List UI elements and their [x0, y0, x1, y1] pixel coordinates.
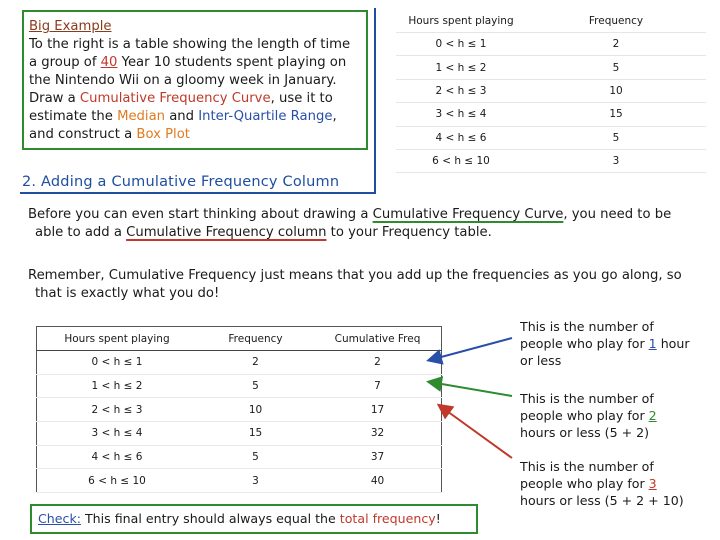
cf-cell-cumulative: 17 [314, 397, 442, 423]
intro-boxplot: Box Plot [136, 127, 190, 142]
intro-text-b: Year 10 students spent playing on the Ni… [29, 55, 347, 106]
note-sum: (5 + 2 + 10) [604, 493, 684, 508]
para1-text-a: Before you can even start thinking about… [28, 207, 373, 222]
cf-cell-frequency: 3 [197, 468, 314, 494]
intro-iqr: Inter-Quartile Range [198, 109, 333, 124]
cf-cell-frequency: 2 [197, 350, 314, 375]
cf-cell-cumulative: 2 [314, 350, 442, 375]
cell-hours: 2 < h ≤ 3 [396, 79, 526, 104]
cf-cell-frequency: 10 [197, 397, 314, 423]
cell-frequency: 15 [526, 102, 706, 127]
arrow-to-row-3 [436, 403, 513, 459]
header-hours: Hours spent playing [396, 10, 526, 33]
cf-cell-hours: 3 < h ≤ 4 [36, 421, 197, 446]
note-text: hours or less [520, 425, 605, 440]
intro-cf-curve: Cumulative Frequency Curve [79, 91, 271, 106]
note-sum: (5 + 2) [604, 425, 650, 440]
cell-hours: 6 < h ≤ 10 [396, 149, 526, 174]
cf-cell-hours: 0 < h ≤ 1 [36, 350, 197, 375]
note-text: hour or less [520, 336, 690, 368]
note-text: hours or less [520, 493, 605, 508]
check-box: Check: This final entry should always eq… [30, 504, 478, 534]
cf-cell-frequency: 5 [197, 445, 314, 470]
check-total: total frequency [339, 511, 436, 526]
table-row: 6 < h ≤ 10 3 [396, 149, 706, 174]
note-text: This is the number of people who play fo… [520, 391, 654, 423]
intro-text-c: , use it to estimate the [29, 91, 333, 124]
heading-divider [20, 192, 376, 194]
cf-header-cumulative: Cumulative Freq [314, 326, 442, 351]
cell-hours: 3 < h ≤ 4 [396, 102, 526, 127]
cell-hours: 1 < h ≤ 2 [396, 55, 526, 80]
cf-cell-hours: 6 < h ≤ 10 [36, 468, 197, 494]
para1-text-c: able to add a [35, 225, 127, 240]
arrow-to-row-2 [426, 376, 513, 397]
note-text: This is the number of people who play fo… [520, 319, 654, 351]
annotation-note: This is the number of people who play fo… [520, 390, 695, 441]
cell-frequency: 5 [526, 55, 706, 80]
table-row: 2 < h ≤ 3 10 17 [36, 397, 442, 423]
cf-cell-cumulative: 40 [314, 468, 442, 494]
para1-text-d: to your Frequency table. [326, 225, 492, 240]
table-row: 3 < h ≤ 4 15 [396, 102, 706, 127]
cell-frequency: 5 [526, 126, 706, 150]
cf-cell-hours: 2 < h ≤ 3 [36, 397, 197, 423]
para2-line2: that is exactly what you do! [35, 286, 220, 301]
cf-header-frequency: Frequency [197, 326, 314, 351]
para1-column: Cumulative Frequency column [126, 225, 327, 240]
cf-cell-frequency: 15 [197, 421, 314, 446]
cell-hours: 0 < h ≤ 1 [396, 32, 526, 57]
heading-divider-vertical [374, 8, 376, 194]
intro-box: Big Example To the right is a table show… [22, 10, 368, 150]
annotation-note: This is the number of people who play fo… [520, 458, 695, 509]
paragraph-remember: Remember, Cumulative Frequency just mean… [28, 267, 708, 303]
header-frequency: Frequency [526, 10, 706, 33]
intro-count: 40 [100, 55, 118, 70]
table-row: 4 < h ≤ 6 5 37 [36, 445, 442, 470]
intro-text-e: , and construct a [29, 109, 337, 142]
check-label: Check: [38, 511, 81, 526]
cumulative-frequency-table: Hours spent playing Frequency Cumulative… [36, 326, 442, 494]
cell-frequency: 3 [526, 149, 706, 174]
cf-header-hours: Hours spent playing [36, 326, 197, 351]
para1-curve: Cumulative Frequency Curve [372, 207, 564, 222]
cell-frequency: 2 [526, 32, 706, 57]
note-number: 3 [648, 476, 657, 491]
para1-text-b: , you need to be [563, 207, 672, 222]
table-row: 3 < h ≤ 4 15 32 [36, 421, 442, 446]
intro-text-a: To the right is a table showing the leng… [29, 37, 351, 70]
table-row: 6 < h ≤ 10 3 40 [36, 468, 442, 494]
arrow-to-row-1 [426, 337, 513, 365]
note-number: 1 [648, 336, 657, 351]
paragraph-intro: Before you can even start thinking about… [28, 206, 708, 242]
intro-text-d: and [165, 109, 199, 124]
para2-line1: Remember, Cumulative Frequency just mean… [28, 268, 682, 283]
table-row: 2 < h ≤ 3 10 [396, 79, 706, 104]
check-text-b: ! [435, 511, 441, 526]
cf-cell-hours: 1 < h ≤ 2 [36, 374, 197, 399]
cf-cell-hours: 4 < h ≤ 6 [36, 445, 197, 470]
check-text-a: This final entry should always equal the [80, 511, 340, 526]
intro-median: Median [117, 109, 166, 124]
cf-cell-frequency: 5 [197, 374, 314, 399]
note-number: 2 [648, 408, 657, 423]
cf-cell-cumulative: 7 [314, 374, 442, 399]
cf-cell-cumulative: 37 [314, 445, 442, 470]
annotation-note: This is the number of people who play fo… [520, 318, 695, 369]
note-text: This is the number of people who play fo… [520, 459, 654, 491]
cell-frequency: 10 [526, 79, 706, 104]
cell-hours: 4 < h ≤ 6 [396, 126, 526, 150]
cf-cell-cumulative: 32 [314, 421, 442, 446]
intro-title: Big Example [29, 19, 112, 34]
section-heading: 2. Adding a Cumulative Frequency Column [22, 174, 340, 190]
